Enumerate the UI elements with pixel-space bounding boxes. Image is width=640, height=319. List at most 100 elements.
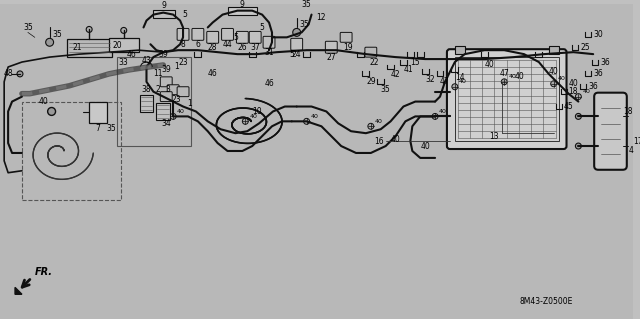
FancyBboxPatch shape — [221, 28, 234, 40]
Text: 35: 35 — [106, 124, 116, 133]
Text: 8M43-Z0500E: 8M43-Z0500E — [519, 297, 572, 306]
Text: 35: 35 — [52, 30, 63, 39]
FancyBboxPatch shape — [207, 31, 219, 43]
Text: FR.: FR. — [35, 267, 53, 277]
Text: 46: 46 — [208, 70, 218, 78]
Text: 36: 36 — [600, 57, 610, 67]
Bar — [117, 57, 191, 146]
Circle shape — [47, 108, 56, 115]
Text: 21: 21 — [72, 43, 82, 52]
Text: 36: 36 — [588, 82, 598, 91]
Text: 35: 35 — [300, 20, 310, 29]
Text: 32: 32 — [426, 75, 435, 84]
Circle shape — [170, 114, 176, 119]
Text: 34: 34 — [161, 119, 171, 128]
Text: 16: 16 — [374, 137, 383, 145]
Text: 25: 25 — [580, 43, 590, 52]
Text: 17: 17 — [633, 137, 640, 145]
Text: 45: 45 — [564, 102, 573, 111]
FancyBboxPatch shape — [447, 49, 566, 149]
Text: 11: 11 — [154, 70, 163, 78]
Text: 47: 47 — [440, 77, 450, 86]
Text: 40: 40 — [548, 67, 559, 77]
Circle shape — [86, 26, 92, 33]
Circle shape — [575, 143, 581, 149]
Text: 40: 40 — [568, 79, 579, 88]
Text: 18: 18 — [623, 107, 632, 116]
Text: 18: 18 — [569, 87, 578, 96]
Text: 35: 35 — [301, 0, 312, 9]
Text: 23: 23 — [178, 57, 188, 67]
Text: 38: 38 — [141, 85, 151, 94]
Circle shape — [121, 27, 127, 33]
Text: 41: 41 — [404, 65, 413, 74]
Text: 40: 40 — [582, 89, 590, 94]
Text: 42: 42 — [391, 70, 401, 79]
Text: 19: 19 — [343, 43, 353, 52]
Text: 35: 35 — [381, 85, 390, 94]
FancyBboxPatch shape — [594, 93, 627, 170]
Text: 5: 5 — [260, 23, 264, 32]
FancyBboxPatch shape — [291, 38, 303, 50]
Text: 46: 46 — [127, 50, 136, 59]
Bar — [228, 7, 257, 15]
Text: 39: 39 — [161, 65, 171, 74]
Text: 3: 3 — [166, 85, 171, 94]
Bar — [109, 38, 139, 52]
Circle shape — [550, 81, 557, 87]
Circle shape — [368, 123, 374, 129]
Circle shape — [501, 79, 508, 85]
Text: 40: 40 — [390, 135, 401, 144]
Text: 40: 40 — [177, 109, 185, 114]
Text: 23: 23 — [172, 95, 181, 104]
Text: 33: 33 — [119, 57, 129, 67]
Text: 40: 40 — [420, 142, 430, 151]
Bar — [140, 95, 154, 112]
Text: 40: 40 — [439, 109, 447, 114]
Circle shape — [303, 118, 310, 124]
FancyBboxPatch shape — [160, 77, 172, 87]
Text: 24: 24 — [292, 50, 301, 59]
Circle shape — [432, 114, 438, 119]
FancyBboxPatch shape — [236, 31, 248, 43]
Circle shape — [575, 114, 581, 119]
FancyBboxPatch shape — [160, 92, 172, 101]
FancyBboxPatch shape — [167, 85, 179, 95]
Text: 28: 28 — [208, 43, 218, 52]
FancyBboxPatch shape — [192, 28, 204, 40]
Text: 2: 2 — [156, 85, 161, 94]
Text: 40: 40 — [249, 114, 257, 119]
Text: 39: 39 — [159, 50, 168, 59]
Text: 27: 27 — [326, 53, 336, 62]
Text: 48: 48 — [3, 70, 13, 78]
Bar — [67, 39, 112, 57]
Circle shape — [17, 71, 23, 77]
FancyBboxPatch shape — [263, 36, 275, 48]
Bar — [548, 46, 559, 54]
Circle shape — [243, 118, 248, 124]
Text: 44: 44 — [223, 40, 232, 49]
Text: 40: 40 — [484, 60, 494, 69]
Text: 40: 40 — [310, 114, 319, 119]
Text: 5: 5 — [289, 50, 294, 59]
FancyBboxPatch shape — [177, 87, 189, 97]
Text: 7: 7 — [95, 124, 100, 133]
Text: 40: 40 — [514, 72, 524, 81]
Text: 13: 13 — [490, 132, 499, 141]
Bar — [156, 103, 170, 120]
Text: 8: 8 — [180, 40, 186, 49]
Text: 40: 40 — [508, 74, 516, 79]
FancyBboxPatch shape — [325, 41, 337, 53]
FancyBboxPatch shape — [340, 33, 352, 42]
Bar — [455, 57, 559, 141]
Text: 47: 47 — [499, 70, 509, 78]
Text: 9: 9 — [162, 1, 166, 10]
Text: 30: 30 — [593, 30, 603, 39]
Text: 10: 10 — [252, 107, 262, 116]
FancyBboxPatch shape — [177, 28, 189, 40]
Text: 22: 22 — [369, 57, 378, 67]
Text: 37: 37 — [250, 43, 260, 52]
Text: 14: 14 — [455, 73, 465, 82]
Text: 15: 15 — [410, 57, 420, 67]
Circle shape — [575, 94, 581, 100]
